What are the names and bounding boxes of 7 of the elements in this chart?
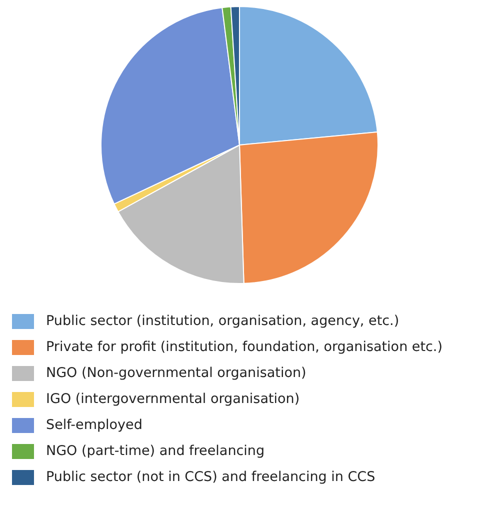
- legend-label: NGO (part-time) and freelancing: [46, 443, 265, 459]
- legend-label: Private for profit (institution, foundation, organisation etc.): [46, 339, 442, 355]
- legend-label: NGO (Non-governmental organisation): [46, 365, 306, 381]
- legend-label: Self-employed: [46, 417, 142, 433]
- legend-label: Public sector (institution, organisation, agency, etc.): [46, 313, 400, 329]
- legend-label: IGO (intergovernmental organisation): [46, 391, 300, 407]
- legend-label: Public sector (not in CCS) and freelancing in CCS: [46, 469, 376, 485]
